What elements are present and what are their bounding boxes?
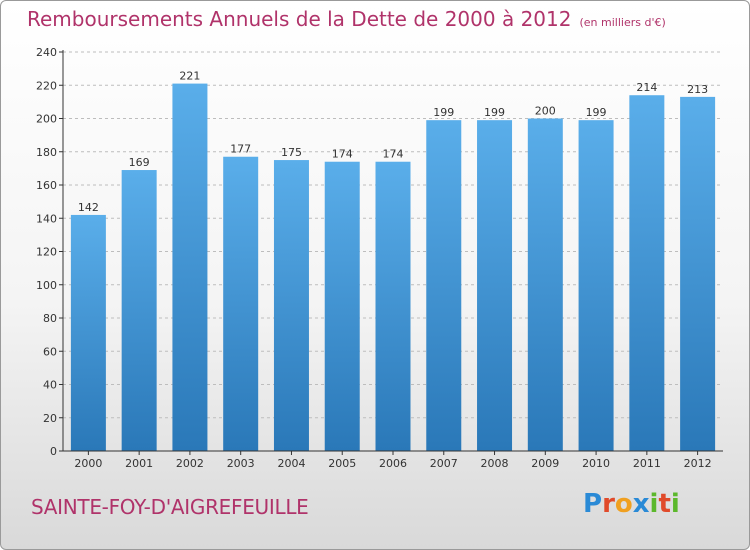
y-tick-label-160: 160	[36, 179, 57, 192]
logo-letter: t	[658, 489, 671, 519]
bar-2001	[121, 170, 157, 451]
value-label-2003: 177	[230, 143, 251, 156]
y-tick-label-80: 80	[43, 312, 57, 325]
bar-2011	[629, 95, 665, 451]
y-tick-label-100: 100	[36, 279, 57, 292]
bar-2008	[477, 120, 513, 451]
value-label-2000: 142	[78, 201, 99, 214]
y-tick-label-20: 20	[43, 412, 57, 425]
y-tick-label-0: 0	[50, 445, 57, 458]
value-label-2011: 214	[636, 81, 657, 94]
chart-title: Remboursements Annuels de la Dette de 20…	[27, 7, 666, 31]
y-tick-label-60: 60	[43, 345, 57, 358]
bar-2002	[172, 83, 208, 452]
bar-2010	[578, 120, 614, 451]
bar-2005	[324, 161, 360, 451]
y-tick-label-140: 140	[36, 212, 57, 225]
x-tick-label-2002: 2002	[176, 457, 204, 470]
y-tick-label-40: 40	[43, 379, 57, 392]
logo-letter: i	[670, 489, 680, 519]
x-tick-label-2011: 2011	[633, 457, 661, 470]
logo-letter: i	[649, 489, 659, 519]
value-label-2005: 174	[332, 148, 353, 161]
value-label-2008: 199	[484, 106, 505, 119]
commune-name: SAINTE-FOY-D'AIGREFEUILLE	[31, 495, 309, 519]
labels: 0 20 40 60 80 100 120 140 160 180 200 220 240 142 2000…	[36, 46, 712, 470]
bar-2000	[70, 214, 106, 451]
x-tick-label-2001: 2001	[125, 457, 153, 470]
value-label-2010: 199	[586, 106, 607, 119]
x-tick-label-2004: 2004	[277, 457, 305, 470]
y-tick-label-240: 240	[36, 46, 57, 59]
bar-2007	[426, 120, 462, 451]
value-label-2004: 175	[281, 146, 302, 159]
value-label-2009: 200	[535, 105, 556, 118]
value-label-2007: 199	[433, 106, 454, 119]
x-tick-label-2008: 2008	[481, 457, 509, 470]
x-tick-label-2010: 2010	[582, 457, 610, 470]
x-tick-label-2012: 2012	[684, 457, 712, 470]
bar-2003	[223, 156, 259, 452]
x-tick-label-2003: 2003	[227, 457, 255, 470]
bar-2004	[273, 160, 309, 451]
y-tick-label-200: 200	[36, 113, 57, 126]
x-tick-label-2000: 2000	[74, 457, 102, 470]
logo-letter: o	[614, 489, 633, 519]
value-label-2001: 169	[129, 156, 150, 169]
x-tick-label-2009: 2009	[531, 457, 559, 470]
x-tick-label-2007: 2007	[430, 457, 458, 470]
y-tick-label-120: 120	[36, 246, 57, 259]
bar-2006	[375, 161, 411, 451]
x-tick-label-2006: 2006	[379, 457, 407, 470]
value-label-2012: 213	[687, 83, 708, 96]
y-tick-label-180: 180	[36, 146, 57, 159]
proxiti-logo[interactable]: Proxiti	[583, 489, 680, 519]
bar-2012	[680, 96, 716, 451]
chart-title-text: Remboursements Annuels de la Dette de 20…	[27, 7, 572, 31]
logo-letter: r	[602, 489, 615, 519]
logo-letter: P	[583, 489, 603, 519]
y-tick-label-220: 220	[36, 79, 57, 92]
logo-letter: x	[632, 489, 650, 519]
value-label-2006: 174	[383, 148, 404, 161]
chart-subtitle: (en milliers d'€)	[579, 16, 666, 29]
x-tick-label-2005: 2005	[328, 457, 356, 470]
value-label-2002: 221	[179, 70, 200, 83]
bar-2009	[527, 118, 563, 451]
bars	[70, 83, 716, 452]
axes	[59, 50, 723, 455]
